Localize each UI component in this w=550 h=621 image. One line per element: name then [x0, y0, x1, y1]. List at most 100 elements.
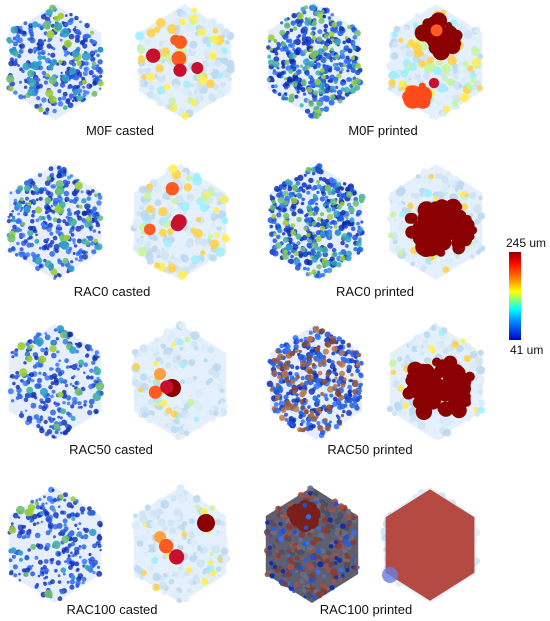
- panel-rac0-printed-minor-pore: [410, 261, 415, 267]
- panel-rac100-casted-minor-pore: [136, 540, 144, 547]
- panel-rac50-casted-pore: [18, 412, 25, 419]
- panel-rac0-printed-minor-pore: [474, 219, 480, 225]
- panel-rac0-printed-pore: [305, 186, 309, 190]
- panel-rac0-casted-pore: [59, 169, 62, 172]
- panel-m0f-printed-pore: [306, 86, 313, 93]
- panel-rac0-casted-pore: [81, 218, 87, 224]
- panel-rac100-printed-pore: [293, 544, 298, 549]
- panel-m0f-casted-pore: [164, 54, 174, 63]
- panel-rac0-casted-pore: [11, 210, 14, 213]
- panel-m0f-casted-minor-pore: [139, 80, 145, 85]
- panel-m0f-casted-pore: [63, 39, 72, 49]
- panel-rac0-printed-pore: [316, 216, 322, 222]
- panel-rac100-printed-pore: [331, 579, 337, 585]
- panel-rac50-casted-pore: [11, 355, 15, 359]
- panel-rac50-printed-pore: [280, 407, 287, 414]
- colorbar-max-label: 245 um: [506, 236, 547, 250]
- panel-rac0-printed-pore: [298, 188, 302, 192]
- panel-m0f-printed-large-pore: [428, 77, 440, 89]
- panel-rac0-printed-pore: [345, 250, 352, 257]
- panel-rac50-casted-pore: [62, 401, 66, 405]
- panel-rac0-casted-pore: [19, 197, 24, 202]
- panel-m0f-casted-pore: [178, 18, 186, 26]
- panel-rac0-casted-pore: [81, 198, 87, 204]
- panel-rac0-printed-pore: [297, 208, 303, 214]
- panel-rac100-printed-pore: [289, 569, 294, 574]
- panel-rac50-casted-pore: [48, 385, 53, 390]
- panel-rac50-casted-pore: [17, 342, 26, 351]
- panel-rac50-printed-minor-pore: [399, 376, 405, 382]
- panel-m0f-casted-pore: [90, 51, 94, 55]
- panel-m0f-casted-pore: [181, 112, 189, 120]
- caption-rac100-casted: RAC100 casted: [66, 602, 158, 617]
- panel-rac50-printed-pore: [298, 349, 302, 353]
- panel-m0f-printed-pore: [336, 73, 342, 79]
- panel-m0f-casted-pore: [74, 15, 79, 21]
- panel-m0f-casted-pore: [45, 89, 54, 98]
- panel-m0f-casted-pore: [190, 99, 198, 106]
- panel-rac50-printed-pore: [477, 406, 485, 414]
- panel-rac50-casted-minor-pore: [139, 344, 148, 353]
- panel-rac100-casted-pore: [47, 522, 54, 528]
- panel-m0f-casted-pore: [155, 64, 164, 73]
- panel-rac0-casted-pore: [95, 222, 101, 228]
- panel-rac50-casted-pore: [57, 372, 63, 377]
- panel-rac50-casted-pore: [56, 350, 60, 354]
- panel-m0f-printed-pore: [309, 48, 313, 52]
- panel-rac50-casted-pore: [39, 417, 44, 421]
- panel-rac100-casted-pore: [59, 529, 66, 535]
- panel-rac100-casted-pore: [42, 581, 46, 585]
- panel-rac50-casted-minor-pore: [173, 363, 179, 370]
- panel-rac100-casted-pore: [52, 508, 57, 513]
- panel-rac0-printed-pore: [304, 214, 308, 218]
- panel-rac100-printed-pore: [286, 536, 292, 542]
- panel-rac0-printed-pore: [334, 229, 342, 236]
- panel-rac0-casted-pore: [39, 187, 45, 193]
- panel-m0f-printed-pore: [338, 62, 342, 66]
- panel-rac0-printed-pore: [300, 246, 306, 253]
- panel-rac100-printed-pore: [268, 560, 274, 566]
- panel-rac50-printed-pore: [329, 337, 337, 345]
- panel-m0f-casted-pore: [84, 33, 90, 39]
- panel-rac100-casted-pore: [89, 528, 97, 537]
- panel-rac0-printed-pore: [273, 232, 277, 236]
- panel-m0f-casted-pore: [63, 53, 68, 57]
- panel-rac100-casted-pore: [36, 521, 40, 525]
- panel-rac100-casted-pore: [76, 567, 80, 572]
- panel-rac50-printed-pore: [339, 349, 345, 356]
- panel-rac100-printed-pore: [338, 567, 344, 573]
- panel-m0f-casted-pore: [10, 26, 18, 34]
- panel-rac0-printed-pore: [459, 191, 466, 198]
- panel-m0f-casted-pore: [6, 38, 13, 44]
- panel-rac0-printed-pore: [407, 202, 414, 210]
- panel-rac0-printed-connected-pore: [404, 213, 416, 224]
- panel-m0f-printed-pore: [281, 41, 287, 47]
- panel-m0f-casted-pore: [136, 45, 146, 54]
- panel-rac0-printed-pore: [290, 223, 296, 228]
- panel-m0f-printed-pore: [412, 22, 419, 28]
- panel-rac100-casted-minor-pore: [190, 539, 197, 546]
- panel-m0f-casted-pore: [42, 55, 46, 60]
- panel-rac0-printed-minor-pore: [477, 212, 486, 220]
- panel-rac50-printed-pore: [317, 370, 323, 376]
- panel-rac0-printed-pore: [306, 190, 311, 195]
- panel-rac0-printed-pore: [287, 180, 293, 186]
- panel-rac50-printed-pore: [331, 345, 338, 352]
- panel-rac100-casted-minor-pore: [200, 543, 206, 549]
- panel-rac0-printed-pore: [290, 197, 298, 205]
- panel-rac100-printed-pore: [317, 555, 321, 559]
- panel-m0f-printed-pore: [388, 79, 396, 87]
- panel-rac0-casted-pore: [62, 179, 68, 185]
- panel-rac100-casted-pore: [208, 560, 214, 566]
- panel-rac50-printed-pore: [346, 364, 353, 371]
- panel-m0f-casted-pore: [57, 89, 62, 94]
- panel-m0f-printed-pore: [328, 19, 332, 23]
- panel-rac50-printed-minor-pore: [432, 335, 439, 342]
- panel-m0f-printed-pore: [326, 38, 331, 43]
- panel-rac50-casted-pore: [24, 409, 28, 412]
- panel-rac100-casted-pore: [39, 511, 44, 516]
- panel-rac100-printed-pore: [322, 574, 326, 578]
- panel-m0f-casted-pore: [71, 99, 75, 102]
- panel-m0f-printed-pore: [339, 53, 346, 60]
- panel-rac0-printed-minor-pore: [389, 244, 396, 251]
